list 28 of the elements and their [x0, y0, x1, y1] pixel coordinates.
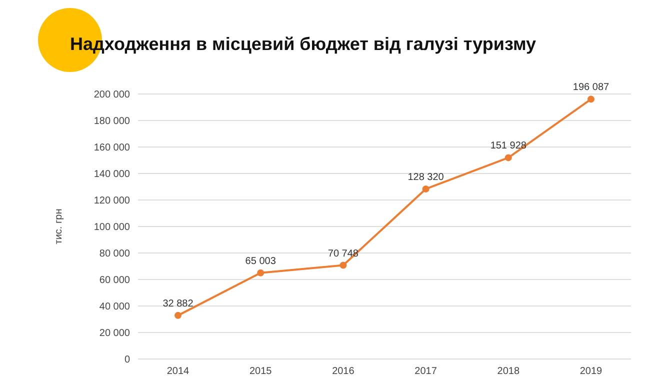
data-label: 65 003: [245, 256, 276, 267]
x-tick-label: 2014: [166, 366, 190, 378]
x-tick-label: 2015: [249, 366, 272, 378]
y-tick-label: 140 000: [94, 169, 130, 180]
point: [504, 154, 512, 162]
y-tick-label: 200 000: [94, 90, 130, 101]
y-tick-label: 160 000: [94, 142, 130, 154]
point: [257, 269, 264, 276]
y-tick-label: 120 000: [94, 196, 130, 207]
y-tick-label: 180 000: [94, 116, 130, 128]
y-tick-label: 60 000: [99, 275, 130, 286]
point: [340, 262, 347, 269]
data-label: 128 320: [408, 172, 444, 183]
x-tick-label: 2018: [497, 366, 520, 378]
point: [422, 185, 430, 192]
x-tick-label: 2017: [414, 366, 438, 378]
data-label: 196 087: [572, 82, 610, 94]
data-label: 32 882: [162, 298, 194, 310]
x-tick-label: 2016: [332, 366, 355, 378]
y-tick-label: 80 000: [99, 248, 130, 260]
y-tick-label: 100 000: [94, 222, 130, 234]
y-tick-label: 20 000: [99, 328, 130, 340]
y-tick-label: 0: [124, 354, 130, 366]
point: [174, 312, 182, 319]
x-tick-label: 2019: [580, 366, 603, 378]
point: [588, 96, 594, 103]
y-tick-label: 40 000: [99, 302, 130, 313]
y-axis-title: тис. грн: [54, 208, 65, 244]
